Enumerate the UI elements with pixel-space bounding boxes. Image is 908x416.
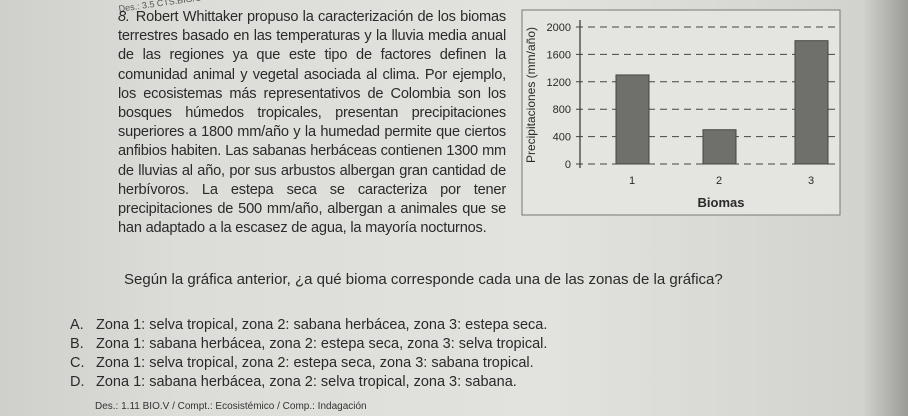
chart-frame — [521, 9, 841, 216]
y-tick-label: 400 — [553, 132, 571, 144]
paragraph-text: Robert Whittaker propuso la caracterizac… — [118, 9, 506, 237]
y-tick-label: 2000 — [547, 22, 571, 34]
option-a[interactable]: A. Zona 1: selva tropical, zona 2: sabana… — [70, 317, 548, 333]
question-number: 8. — [118, 9, 130, 25]
y-axis-label: Precipitaciones (mm/año) — [524, 27, 538, 163]
y-tick-label: 800 — [553, 104, 571, 116]
question-prompt: Según la gráfica anterior, ¿a qué bioma … — [124, 271, 723, 288]
x-tick-label: 1 — [629, 175, 635, 187]
y-tick-label: 1600 — [547, 49, 571, 61]
question-paragraph: 8. Robert Whittaker propuso la caracteriz… — [118, 8, 506, 238]
footer-competency: Des.: 1.11 BIO.V / Compt.: Ecosistémico … — [95, 401, 367, 412]
bar-3 — [794, 40, 829, 165]
x-axis-label: Biomas — [698, 195, 745, 210]
x-tick-label: 3 — [808, 175, 814, 187]
bar-1 — [615, 74, 650, 165]
x-tick-label: 2 — [716, 175, 722, 187]
option-d[interactable]: D. Zona 1: sabana herbácea, zona 2: selva… — [70, 374, 517, 390]
bar-2 — [702, 129, 737, 165]
option-b[interactable]: B. Zona 1: sabana herbácea, zona 2: estep… — [70, 336, 548, 352]
y-tick-label: 1200 — [547, 77, 571, 89]
option-c[interactable]: C. Zona 1: selva tropical, zona 2: estepa… — [70, 355, 534, 371]
answer-options: A. Zona 1: selva tropical, zona 2: sabana… — [70, 316, 547, 392]
y-tick-label: 0 — [565, 159, 571, 171]
